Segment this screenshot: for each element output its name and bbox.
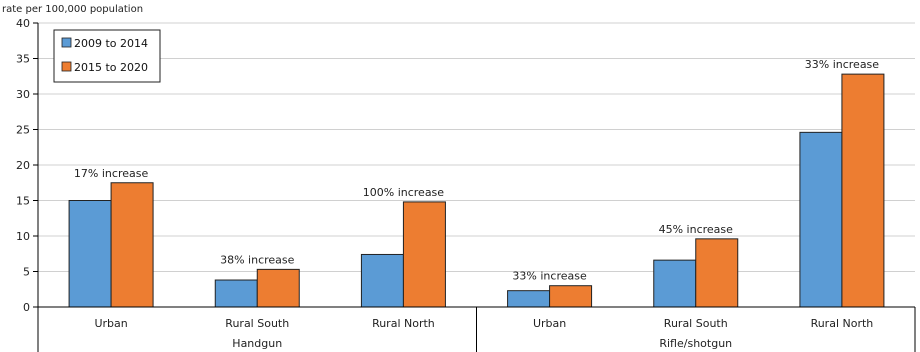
y-tick-label: 25: [16, 124, 30, 137]
increase-annotation: 33% increase: [512, 270, 587, 283]
legend-swatch: [61, 37, 72, 48]
increase-annotation: 33% increase: [805, 58, 880, 71]
increase-annotation: 100% increase: [363, 186, 445, 199]
increase-annotation: 45% increase: [659, 223, 734, 236]
y-tick-label: 40: [16, 17, 30, 30]
legend-label: 2009 to 2014: [74, 37, 148, 50]
x-category-label: Urban: [94, 317, 127, 330]
bar-2009-2014: [799, 131, 843, 308]
bar-2015-2020: [695, 238, 739, 308]
y-axis-label: rate per 100,000 population: [2, 4, 143, 15]
gridlines: [38, 22, 915, 272]
x-category-label: Rural South: [664, 317, 728, 330]
bar-2009-2014: [360, 253, 404, 308]
bar-2015-2020: [256, 268, 300, 308]
x-category-label: Urban: [533, 317, 566, 330]
y-tick-label: 0: [23, 301, 30, 314]
x-category-label: Rural North: [811, 317, 874, 330]
bars: [68, 73, 885, 308]
x-group-label: Rifle/shotgun: [659, 337, 732, 350]
x-group-label: Handgun: [232, 337, 282, 350]
bar-2009-2014: [68, 200, 112, 308]
legend: 2009 to 2014 2015 to 2020: [53, 29, 161, 83]
legend-label: 2015 to 2020: [74, 61, 148, 74]
increase-annotation: 17% increase: [74, 167, 149, 180]
bar-2015-2020: [841, 73, 885, 308]
legend-swatch: [61, 61, 72, 72]
y-tick-label: 20: [16, 159, 30, 172]
bar-2009-2014: [214, 279, 258, 308]
x-axis: Urban Rural South Rural North Urban Rural So…: [37, 306, 916, 352]
bar-2015-2020: [549, 285, 593, 308]
increase-annotation: 38% increase: [220, 253, 295, 266]
y-tick-label: 35: [16, 53, 30, 66]
y-tick-label: 5: [23, 266, 30, 279]
y-axis: 0 5 10 15 20 25 30 35 40: [16, 17, 39, 314]
bar-2015-2020: [110, 182, 154, 308]
bar-2009-2014: [653, 259, 697, 308]
bar-2009-2014: [507, 290, 551, 308]
bar-2015-2020: [402, 201, 446, 308]
y-tick-label: 15: [16, 195, 30, 208]
y-tick-label: 30: [16, 88, 30, 101]
x-category-label: Rural South: [225, 317, 289, 330]
legend-box: [53, 29, 161, 83]
annotations: 17% increase 38% increase 100% increase 33%…: [74, 58, 879, 283]
x-category-label: Rural North: [372, 317, 435, 330]
y-tick-label: 10: [16, 230, 30, 243]
